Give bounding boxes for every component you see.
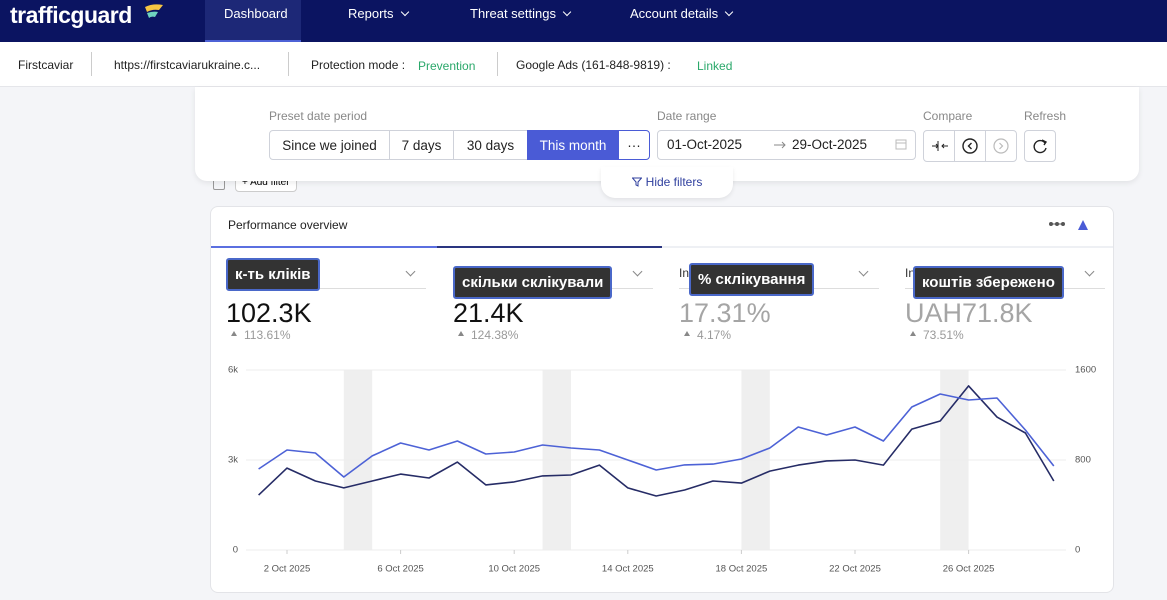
account-bar: Firstcaviar https://firstcaviarukraine.c… bbox=[0, 42, 1167, 87]
date-to: 29-Oct-2025 bbox=[792, 137, 867, 152]
annotation-tooltip: скільки склікували bbox=[453, 266, 612, 299]
more-button[interactable]: ··· bbox=[618, 130, 650, 160]
protection-value: Prevention bbox=[418, 59, 475, 73]
metric-up-icon bbox=[458, 331, 464, 336]
panel-title: Performance overview bbox=[228, 218, 347, 232]
preset-button-active[interactable]: This month bbox=[527, 130, 619, 160]
annotation-tooltip: % склікування bbox=[689, 263, 814, 296]
collapse-icon[interactable] bbox=[1077, 219, 1089, 231]
nav-label: Account details bbox=[630, 6, 718, 21]
refresh-button[interactable] bbox=[1024, 130, 1056, 162]
nav-item[interactable]: Account details bbox=[630, 0, 732, 42]
metric-up-icon bbox=[910, 331, 916, 336]
next-button[interactable] bbox=[985, 130, 1017, 162]
metric-value: 102.3K bbox=[226, 298, 312, 329]
preset-button[interactable]: Since we joined bbox=[269, 130, 390, 160]
metric-change: 124.38% bbox=[471, 328, 518, 342]
hide-filters-label: Hide filters bbox=[646, 175, 703, 189]
account-name[interactable]: Firstcaviar bbox=[18, 58, 73, 72]
funnel-icon bbox=[632, 177, 642, 187]
ads-label: Google Ads (161-848-9819) : bbox=[516, 58, 671, 72]
nav-item[interactable]: Reports bbox=[348, 0, 408, 42]
annotation-tooltip: к-ть кліків bbox=[226, 258, 320, 291]
nav-item[interactable]: Threat settings bbox=[470, 0, 570, 42]
metric-value: 17.31% bbox=[679, 298, 771, 329]
metric-change: 73.51% bbox=[923, 328, 964, 342]
metric-value: 21.4K bbox=[453, 298, 524, 329]
nav-item[interactable]: Dashboard bbox=[224, 0, 288, 42]
top-nav: trafficguard Dashboard Reports Threat se… bbox=[0, 0, 1167, 42]
logo-icon bbox=[143, 3, 165, 21]
ads-status: Linked bbox=[697, 59, 732, 73]
nav-label: Reports bbox=[348, 6, 394, 21]
account-url: https://firstcaviarukraine.c... bbox=[114, 58, 260, 72]
metric-up-icon bbox=[231, 331, 237, 336]
metric-value: UAH71.8K bbox=[905, 298, 1033, 329]
date-range-label: Date range bbox=[657, 109, 716, 123]
arrow-icon bbox=[773, 140, 787, 150]
refresh-label: Refresh bbox=[1024, 109, 1066, 123]
compare-button[interactable] bbox=[923, 130, 955, 162]
previous-button[interactable] bbox=[954, 130, 986, 162]
metric-change: 4.17% bbox=[697, 328, 731, 342]
preset-button[interactable]: 7 days bbox=[389, 130, 454, 160]
preset-label: Preset date period bbox=[269, 109, 367, 123]
performance-panel: Performance overview bbox=[210, 206, 1114, 593]
metric-change: 113.61% bbox=[244, 328, 290, 342]
compare-label: Compare bbox=[923, 109, 972, 123]
calendar-icon bbox=[895, 138, 907, 150]
protection-label: Protection mode : bbox=[311, 58, 405, 72]
nav-label: Threat settings bbox=[470, 6, 556, 21]
logo[interactable]: trafficguard bbox=[10, 2, 132, 29]
annotation-tooltip: коштів збережено bbox=[913, 266, 1064, 299]
metric-up-icon bbox=[684, 331, 690, 336]
settings-icon[interactable] bbox=[1049, 220, 1065, 228]
date-from: 01-Oct-2025 bbox=[667, 137, 742, 152]
preset-button[interactable]: 30 days bbox=[453, 130, 528, 160]
hide-filters[interactable]: Hide filters bbox=[601, 167, 733, 198]
